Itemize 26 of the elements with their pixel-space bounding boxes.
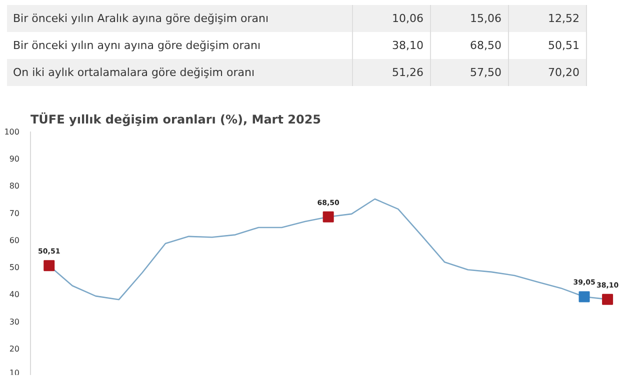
y-tick-label: 70 [9,208,20,218]
point [44,260,55,272]
text: 15,06 [430,5,508,32]
point [322,211,334,222]
text: 70,20 [508,59,586,86]
text: 50,51 [508,32,586,59]
text: 51,26 [352,59,430,86]
y-tick-label: 30 [9,317,20,326]
y-tick-label: 90 [9,154,20,164]
y-tick-label: 80 [9,182,20,191]
text: Bir önceki yılın aynı ayına göre değişim oranı [7,32,352,59]
text: On iki aylık ortalamalara göre değişim oranı [7,59,352,86]
text: 57,50 [430,59,508,86]
y-tick-label: 40 [9,290,20,300]
point [578,291,590,302]
text: 12,52 [508,5,586,32]
text: 38,10 [352,32,430,59]
y-tick-label: 20 [9,344,20,354]
text: 10,06 [352,5,430,32]
point [602,294,614,305]
y-tick-label: 100 [4,128,20,136]
chart-title: TÜFE yıllık değişim oranları (%), Mart 2025 [30,112,322,126]
text: Bir önceki yılın Aralık ayına göre değişim oranı [7,5,352,32]
text: 68,50 [430,32,508,59]
y-tick-label: 50 [9,263,20,272]
y-tick-label: 60 [9,236,20,245]
